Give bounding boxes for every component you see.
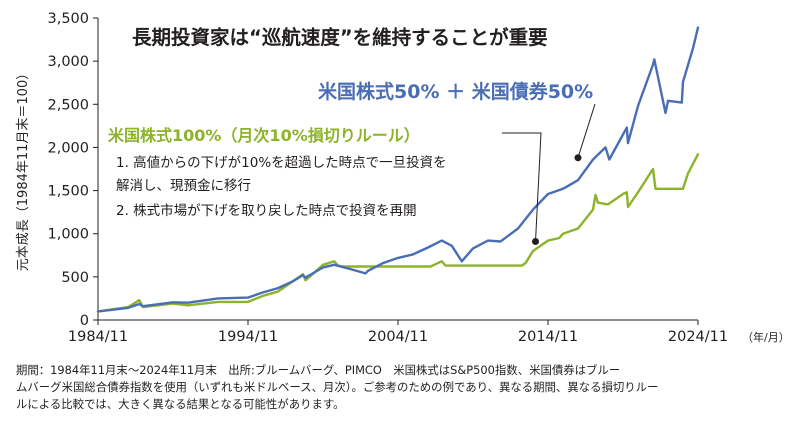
- y-tick-label: 2,500: [47, 97, 89, 113]
- annotation-text: 解消し、現預金に移行: [116, 178, 251, 194]
- x-tick-label: 1994/11: [218, 329, 278, 345]
- series-line-1: [96, 153, 700, 313]
- y-tick-label: 3,000: [47, 54, 89, 70]
- leader-line-balanced: [577, 103, 596, 158]
- marker-stop-loss: [532, 237, 539, 245]
- y-tick-label: 2,000: [47, 140, 89, 156]
- footnote: 期間：1984年11月末～2024年11月末 出所:ブルームバーグ、PIMCO …: [16, 362, 786, 413]
- x-tick-label: 2004/11: [368, 329, 428, 345]
- series-label-stop-loss: 米国株式100%（月次10%損切りルール）: [108, 126, 420, 145]
- footnote-line: 期間：1984年11月末～2024年11月末 出所:ブルームバーグ、PIMCO …: [16, 363, 621, 377]
- leader-line-stop-loss: [502, 132, 542, 242]
- marker-balanced: [574, 154, 582, 162]
- y-tick-label: 3,500: [47, 11, 89, 27]
- x-unit-label: （年/月）: [742, 330, 790, 344]
- x-tick-label: 2024/11: [668, 329, 728, 345]
- series-layer: [96, 26, 700, 313]
- y-tick-label: 1,500: [47, 184, 89, 200]
- chart-title: 長期投資家は“巡航速度”を維持することが重要: [132, 26, 548, 49]
- y-axis-label: 元本成長（1984年11月末＝100）: [16, 67, 31, 271]
- axes: 0 500 1,000 1,500 2,000 2,500 3,000 3,500 1984/1…: [16, 11, 790, 345]
- series-line-0: [96, 26, 700, 313]
- y-tick-label: 500: [61, 270, 89, 286]
- x-tick-label: 1984/11: [68, 329, 128, 345]
- y-tick-label: 0: [80, 313, 89, 329]
- series-label-balanced: 米国株式50% ＋ 米国債券50%: [318, 80, 593, 103]
- x-tick-label: 2014/11: [518, 329, 578, 345]
- line-chart: 0 500 1,000 1,500 2,000 2,500 3,000 3,500 1984/1…: [16, 11, 790, 345]
- footnote-line: ムバーグ米国総合債券指数を使用（いずれも米ドルベース、月次）。ご参考のための例で…: [16, 380, 659, 394]
- annotation-text: 1. 高値からの下げが10%を超過した時点で一旦投資を: [116, 154, 447, 171]
- y-tick-label: 1,000: [47, 227, 89, 243]
- footnote-line: ルによる比較では、大きく異なる結果となる可能性があります。: [16, 397, 345, 411]
- annotation-text: 2. 株式市場が下げを取り戻した時点で投資を再開: [116, 202, 417, 219]
